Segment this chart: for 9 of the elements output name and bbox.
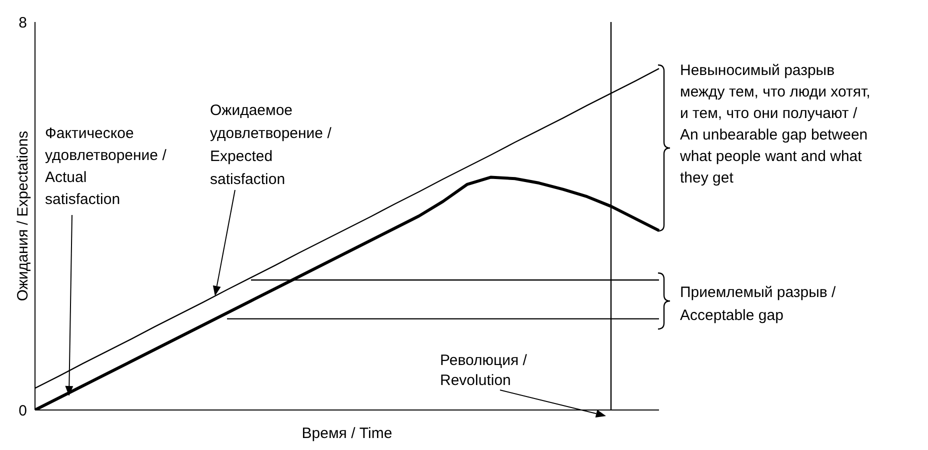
annotation: Фактическое удовлетворение / Actual satisfaction xyxy=(45,125,168,208)
annotation: Ожидаемое удовлетворение / Expected satisfaction xyxy=(210,102,332,188)
text: Невыносимый разрыв между тем, что люди хотят, и тем, что они получают / An unbearable gap between what people want and what they get xyxy=(679,62,870,186)
text: Приемлемый разрыв / Acceptable gap xyxy=(680,284,837,324)
annotation: Революция / Revolution xyxy=(440,352,528,389)
y-axis-title: Ожидания / Expectations xyxy=(14,130,32,302)
y-tick-label: 8 xyxy=(18,14,27,32)
x-axis-title: Время / Time xyxy=(302,425,392,442)
y-tick-label: 0 xyxy=(18,402,27,420)
